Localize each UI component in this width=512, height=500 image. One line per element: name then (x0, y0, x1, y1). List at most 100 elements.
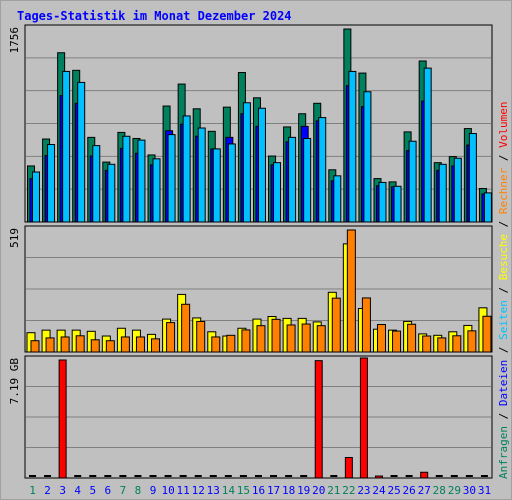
bar-sites (166, 322, 176, 353)
bar-sites (256, 325, 266, 353)
day-label: 12 (192, 484, 205, 497)
bar-pages (288, 136, 297, 223)
day-label: 6 (105, 484, 112, 497)
bar-sites (151, 338, 161, 353)
bar-pages (107, 163, 116, 223)
legend-item: Besuche (497, 234, 510, 287)
bar-kbytes (330, 475, 338, 477)
bar-pages (348, 70, 357, 223)
day-label: 14 (222, 484, 236, 497)
bar-pages (468, 133, 477, 223)
max-label-requests: 1756 (8, 27, 21, 54)
bar-sites (361, 297, 371, 353)
bar-kbytes (164, 475, 172, 477)
bar-kbytes (344, 456, 353, 479)
bar-pages (438, 163, 447, 223)
legend-item: Volumen (497, 101, 510, 154)
day-label: 27 (418, 484, 431, 497)
bar-sites (422, 335, 432, 353)
bar-sites (135, 336, 145, 353)
day-label: 29 (448, 484, 461, 497)
legend-item: Rechner (497, 167, 510, 220)
bar-kbytes (239, 475, 247, 477)
day-label: 24 (372, 484, 386, 497)
legend-item: / (497, 413, 510, 426)
day-label: 8 (135, 484, 142, 497)
bar-pages (77, 81, 86, 223)
bar-pages (318, 117, 327, 223)
bar-kbytes (420, 471, 429, 479)
bar-kbytes (44, 475, 52, 477)
bar-pages (423, 67, 432, 223)
bar-sites (452, 335, 462, 353)
day-label: 10 (161, 484, 174, 497)
bar-kbytes (374, 475, 383, 479)
bar-sites (392, 330, 402, 353)
day-label: 20 (312, 484, 325, 497)
bar-sites (120, 336, 130, 353)
bar-sites (437, 337, 447, 353)
bar-kbytes (465, 475, 473, 477)
bar-pages (303, 137, 312, 223)
chart-title: Tages-Statistik im Monat Dezember 2024 (17, 9, 292, 23)
bar-kbytes (435, 475, 443, 477)
day-label: 2 (44, 484, 51, 497)
bar-sites (196, 320, 206, 353)
bar-sites (75, 335, 85, 353)
bar-kbytes (119, 475, 127, 477)
bar-pages (212, 148, 221, 223)
bar-kbytes (209, 475, 217, 477)
bar-sites (226, 334, 236, 353)
bar-pages (378, 181, 387, 223)
legend-item: Dateien (497, 360, 510, 413)
bar-sites (376, 323, 386, 353)
bar-pages (47, 144, 56, 223)
day-label: 19 (297, 484, 310, 497)
legend-item: / (497, 154, 510, 167)
bar-kbytes (194, 475, 202, 477)
bar-kbytes (29, 475, 36, 477)
bar-sites (181, 303, 191, 353)
bar-kbytes (480, 475, 488, 477)
day-label: 9 (150, 484, 157, 497)
bar-sites (60, 336, 70, 353)
legend-item: / (497, 347, 510, 360)
bar-pages (227, 143, 236, 223)
bar-pages (152, 158, 161, 223)
day-label: 7 (120, 484, 127, 497)
bar-sites (346, 229, 356, 353)
bar-pages (92, 145, 101, 223)
bar-sites (45, 337, 55, 353)
bar-kbytes (270, 475, 278, 477)
max-label-volume: 7.19 GB (8, 358, 21, 405)
bar-pages (363, 91, 372, 223)
bar-kbytes (359, 357, 368, 479)
bar-sites (316, 325, 326, 353)
day-label: 17 (267, 484, 280, 497)
bar-sites (271, 318, 281, 353)
legend-item: / (497, 287, 510, 300)
day-label: 31 (478, 484, 491, 497)
bar-pages (393, 185, 402, 223)
bar-kbytes (104, 475, 112, 477)
bar-pages (408, 140, 417, 223)
bar-kbytes (149, 475, 157, 477)
legend-item: Seiten (497, 300, 510, 346)
bar-pages (257, 107, 266, 223)
legend-item: / (497, 221, 510, 234)
bar-kbytes (405, 475, 413, 477)
day-label: 23 (357, 484, 370, 497)
bar-kbytes (224, 475, 232, 477)
bar-kbytes (58, 359, 67, 479)
day-label: 28 (433, 484, 446, 497)
bar-sites (30, 340, 40, 353)
day-label: 15 (237, 484, 250, 497)
bar-kbytes (74, 475, 82, 477)
bar-kbytes (300, 475, 308, 477)
bar-pages (333, 175, 342, 223)
side-legend: Anfragen / Dateien / Seiten / Besuche / … (497, 101, 510, 479)
bar-sites (105, 340, 115, 353)
day-label: 3 (59, 484, 66, 497)
